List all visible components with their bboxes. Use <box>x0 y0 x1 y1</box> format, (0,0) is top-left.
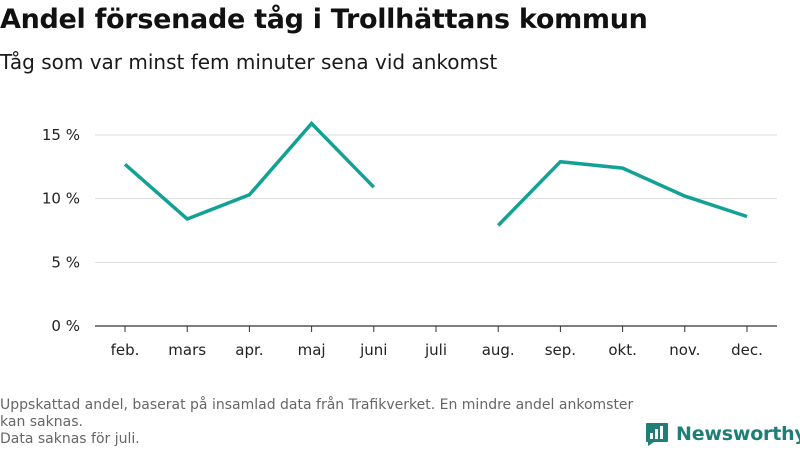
series-lines <box>123 120 748 227</box>
y-tick-label: 15 % <box>42 126 80 144</box>
x-tick-label: mars <box>168 341 206 359</box>
chart-title: Andel försenade tåg i Trollhättans kommu… <box>0 4 648 35</box>
x-tick-label: maj <box>298 341 326 359</box>
bar-chart-speech-icon <box>646 423 668 446</box>
x-tick-label: juni <box>359 341 387 359</box>
x-tick-label: aug. <box>482 341 515 359</box>
y-tick-label: 0 % <box>51 317 80 335</box>
chart-subtitle: Tåg som var minst fem minuter sena vid a… <box>0 50 498 74</box>
footnote-line-2: Data saknas för juli. <box>0 431 140 447</box>
brand-name: Newsworthy <box>676 423 800 445</box>
footnote: Uppskattad andel, baserat på insamlad da… <box>0 397 640 448</box>
footnote-line-1: Uppskattad andel, baserat på insamlad da… <box>0 397 634 430</box>
x-tick-label: sep. <box>545 341 576 359</box>
y-tick-label: 10 % <box>42 190 80 208</box>
line-chart: 0 % 5 % 10 % 15 % feb. mars apr. maj juni juli au… <box>42 120 777 359</box>
gridlines <box>95 134 777 263</box>
x-tick-label: okt. <box>608 341 637 359</box>
x-tick-label: dec. <box>731 341 763 359</box>
x-axis: feb. mars apr. maj juni juli aug. sep. okt. nov. d… <box>95 325 777 359</box>
newsworthy-logo[interactable]: Newsworthy <box>645 420 800 448</box>
y-tick-label: 5 % <box>51 253 80 271</box>
x-tick-label: nov. <box>669 341 700 359</box>
series-line-segment <box>496 159 748 227</box>
x-tick-label: apr. <box>235 341 263 359</box>
series-line-segment <box>123 120 376 222</box>
x-tick-label: feb. <box>111 341 140 359</box>
x-tick-label: juli <box>424 341 447 359</box>
y-axis-ticks: 0 % 5 % 10 % 15 % <box>42 126 80 335</box>
